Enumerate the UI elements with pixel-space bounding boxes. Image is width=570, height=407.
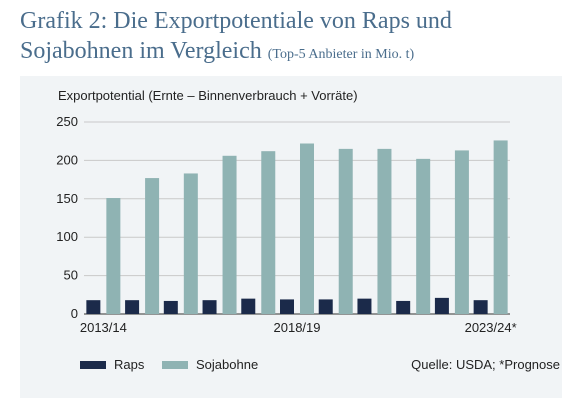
y-tick-label: 200 bbox=[56, 152, 78, 167]
y-tick-label: 150 bbox=[56, 191, 78, 206]
chart-title-main: Grafik 2: Die Exportpotentiale von Raps … bbox=[20, 8, 452, 64]
bar-raps bbox=[202, 300, 217, 314]
x-tick-label: 2013/14 bbox=[80, 320, 127, 335]
bar-sojabohne bbox=[493, 140, 508, 314]
y-tick-label: 250 bbox=[56, 114, 78, 129]
bar-sojabohne bbox=[222, 155, 237, 314]
x-tick-label: 2018/19 bbox=[274, 320, 321, 335]
bar-sojabohne bbox=[183, 173, 198, 314]
legend-label-soja: Sojabohne bbox=[196, 357, 259, 372]
bar-raps bbox=[125, 300, 140, 314]
y-tick-label: 50 bbox=[64, 268, 78, 283]
bar-raps bbox=[396, 300, 411, 314]
x-tick-label: 2023/24* bbox=[465, 320, 517, 335]
bar-sojabohne bbox=[416, 158, 431, 314]
bar-sojabohne bbox=[261, 151, 276, 314]
source-note: Quelle: USDA; *Prognose bbox=[411, 357, 560, 372]
legend-item-raps: Raps bbox=[80, 357, 144, 372]
y-tick-label: 0 bbox=[71, 306, 78, 321]
legend-swatch-soja bbox=[162, 360, 188, 369]
chart-title: Grafik 2: Die Exportpotentiale von Raps … bbox=[20, 6, 560, 70]
bar-raps bbox=[241, 298, 256, 314]
bar-raps bbox=[280, 299, 294, 314]
bar-raps bbox=[86, 300, 101, 314]
y-tick-label: 100 bbox=[56, 229, 78, 244]
bar-sojabohne bbox=[300, 143, 314, 314]
bar-sojabohne bbox=[338, 148, 353, 314]
bar-raps bbox=[434, 297, 449, 314]
bar-sojabohne bbox=[377, 148, 392, 314]
bar-raps bbox=[357, 298, 372, 314]
legend-item-soja: Sojabohne bbox=[162, 357, 258, 372]
chart-subtitle: (Top-5 Anbieter in Mio. t) bbox=[267, 47, 415, 62]
y-axis-label: Exportpotential (Ernte – Binnenverbrauch… bbox=[58, 88, 358, 103]
legend-label-raps: Raps bbox=[114, 357, 145, 372]
bar-sojabohne bbox=[106, 198, 121, 314]
bar-raps bbox=[318, 299, 333, 314]
bar-sojabohne bbox=[145, 178, 160, 314]
bar-raps bbox=[163, 300, 178, 314]
bar-sojabohne bbox=[454, 150, 469, 314]
bar-raps bbox=[473, 300, 488, 314]
legend-swatch-raps bbox=[80, 360, 106, 369]
